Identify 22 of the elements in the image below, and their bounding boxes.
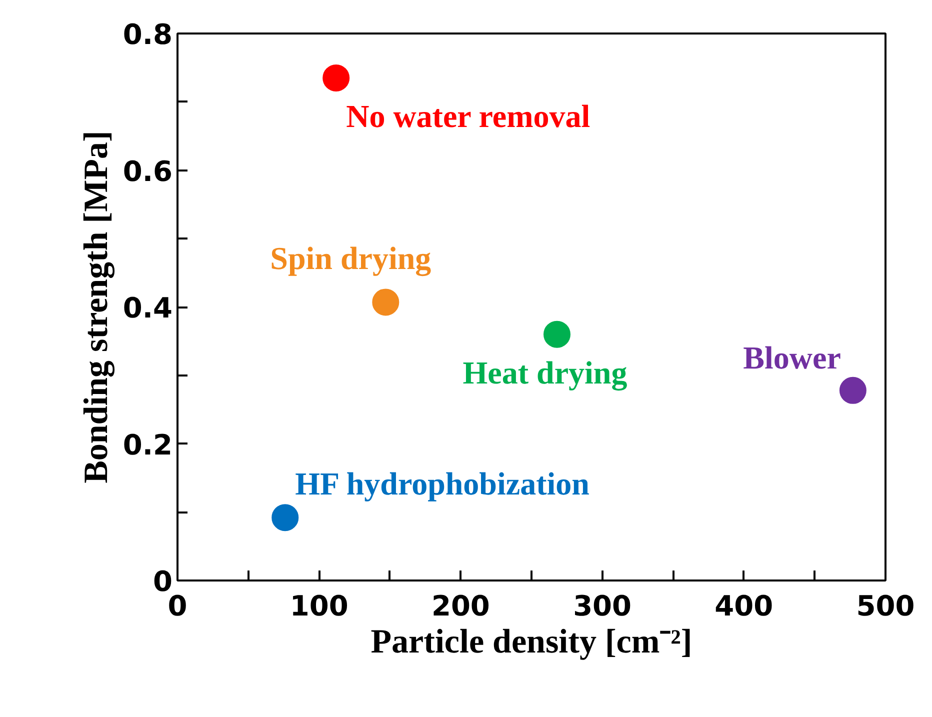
x-tick-label: 100 [290,590,348,622]
series-label: Spin drying [270,240,432,278]
y-axis-title: Bonding strength [MPa] [78,130,115,484]
y-tick-label: 0 [153,565,172,598]
point [372,288,400,316]
x-tick-label: 400 [714,590,774,622]
point [322,64,350,92]
x-axis-title: Particle density [cm⁻²] [370,624,692,660]
series-label: Blower [743,339,841,376]
point [272,504,299,532]
point [543,320,570,348]
y-tick-label: 0.2 [122,428,173,462]
series-label: No water removal [346,98,590,134]
y-tick-label: 0.6 [122,154,173,188]
point [839,376,866,404]
y-tick-label: 0.8 [122,18,173,51]
x-tick-label: 500 [856,590,915,622]
x-tick-label: 200 [431,590,490,622]
x-tick-label: 300 [573,590,632,622]
series-label: HF hydrophobization [295,466,590,502]
y-tick-label: 0.4 [122,292,173,324]
series-label: Heat drying [462,354,628,392]
